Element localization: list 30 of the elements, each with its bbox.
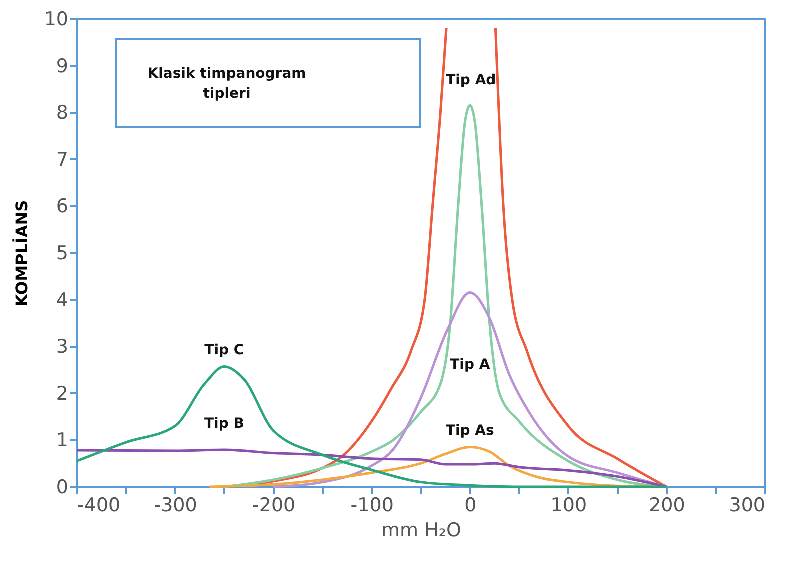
series-label: Tip B: [204, 416, 244, 432]
series-label: Tip A: [450, 356, 490, 373]
x-tick-label: 300: [729, 494, 766, 516]
series-label: Tip Ad: [446, 72, 496, 88]
line-series: [76, 448, 668, 488]
y-tick-label: 5: [56, 242, 68, 264]
x-tick-label: -100: [350, 494, 394, 516]
series-label: Tip As: [446, 423, 494, 440]
line-series: [272, 292, 668, 488]
y-axis-title: KOMPLİANS: [12, 200, 32, 307]
y-tick-label: 8: [56, 102, 68, 124]
y-tick-label: 2: [56, 382, 68, 405]
x-tick-label: 100: [550, 494, 588, 516]
x-tick-label: 200: [649, 494, 686, 516]
x-tick-label: -400: [78, 494, 121, 516]
x-tick-label: 0: [464, 494, 477, 516]
y-tick-label: 6: [56, 196, 68, 218]
y-tick-label: 10: [44, 8, 68, 30]
y-tick-label: 4: [56, 289, 68, 312]
x-axis-title: mm H₂O: [382, 520, 462, 542]
y-tick-label: 7: [56, 148, 68, 171]
y-tick-label: 3: [56, 336, 68, 358]
text-box: Klasik timpanogram tipleri: [115, 38, 421, 128]
x-tick-label: -200: [252, 494, 296, 516]
x-tick-label: -300: [154, 494, 198, 516]
y-tick-label: 0: [56, 476, 68, 498]
annotation: Klasik timpanogram tipleri: [146, 65, 308, 104]
y-tick-label: 9: [56, 55, 68, 78]
y-tick-label: 1: [56, 430, 68, 452]
series-label: Tip C: [204, 342, 244, 359]
